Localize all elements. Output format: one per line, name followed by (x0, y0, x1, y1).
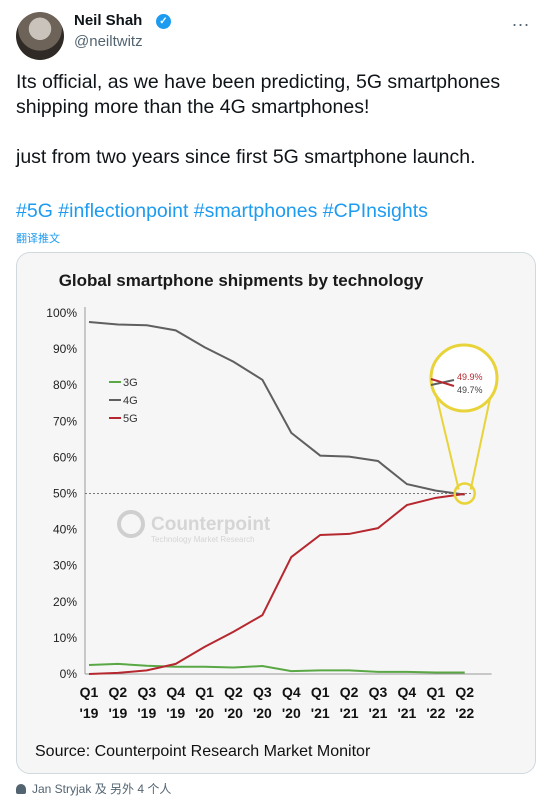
x-tick-year: '21 (369, 705, 388, 721)
x-tick-year: '22 (426, 705, 445, 721)
callout-5g-line (430, 378, 455, 387)
x-tick-year: '20 (253, 705, 272, 721)
x-tick-year: '19 (137, 705, 156, 721)
y-tick-label: 80% (53, 378, 77, 392)
hashtags[interactable]: #5G #inflectionpoint #smartphones #CPIns… (16, 200, 428, 222)
x-tick-quarter: Q2 (340, 684, 359, 700)
person-icon (16, 784, 26, 794)
x-tick-quarter: Q1 (195, 684, 214, 700)
x-tick-year: '20 (282, 705, 301, 721)
x-tick-year: '21 (311, 705, 330, 721)
x-tick-year: '20 (195, 705, 214, 721)
callout-connector-right (469, 393, 492, 490)
translate-tweet-link[interactable]: 翻译推文 (16, 233, 60, 245)
tagged-people[interactable]: Jan Stryjak 及 另外 4 个人 (16, 780, 171, 797)
x-tick-quarter: Q4 (282, 684, 301, 700)
author-name[interactable]: Neil Shah (74, 12, 143, 29)
x-tick-year: '19 (166, 705, 185, 721)
legend-label-4g: 4G (123, 395, 138, 407)
x-tick-quarter: Q2 (455, 684, 474, 700)
callout-5g-value: 49.9% (457, 372, 483, 382)
x-tick-year: '22 (455, 705, 474, 721)
author-handle[interactable]: @neiltwitz (74, 33, 143, 50)
watermark-text: Counterpoint (151, 514, 271, 535)
chart-source: Source: Counterpoint Research Market Mon… (35, 743, 371, 760)
series-line-5g (88, 492, 465, 675)
tagged-people-label: Jan Stryjak 及 另外 4 个人 (32, 782, 172, 796)
x-tick-quarter: Q4 (166, 684, 185, 700)
callout-connector-left (434, 389, 460, 490)
x-tick-year: '21 (397, 705, 416, 721)
callout-focus-ring (453, 482, 476, 505)
y-tick-label: 30% (53, 559, 77, 573)
callout-4g-value: 49.7% (457, 385, 483, 395)
x-tick-quarter: Q3 (253, 684, 272, 700)
tweet-line-1: Its official, as we have been predicting… (16, 71, 501, 118)
tweet-image[interactable]: Global smartphone shipments by technolog… (16, 252, 536, 774)
y-tick-label: 70% (53, 414, 77, 428)
series-line-4g (88, 321, 465, 496)
watermark-logo (117, 510, 145, 538)
y-tick-label: 60% (53, 450, 77, 464)
x-tick-quarter: Q3 (369, 684, 388, 700)
x-tick-year: '19 (108, 705, 127, 721)
x-tick-year: '21 (340, 705, 359, 721)
y-tick-label: 50% (53, 487, 77, 501)
avatar[interactable] (16, 12, 64, 60)
x-tick-year: '19 (80, 705, 99, 721)
y-tick-label: 40% (53, 523, 77, 537)
x-tick-quarter: Q3 (137, 684, 156, 700)
series-line-3g (88, 662, 465, 674)
x-tick-quarter: Q4 (398, 684, 417, 700)
verified-icon: ✓ (156, 14, 171, 29)
x-tick-quarter: Q1 (426, 684, 445, 700)
callout-magnifier (429, 343, 499, 413)
tweet-header: Neil Shah ✓ @neiltwitz ... (16, 10, 534, 60)
tweet-line-2: just from two years since first 5G smart… (16, 146, 476, 168)
legend-label-3g: 3G (123, 377, 138, 389)
tweet-body: Its official, as we have been predicting… (16, 70, 536, 170)
x-tick-quarter: Q2 (224, 684, 243, 700)
y-tick-label: 20% (53, 595, 77, 609)
x-tick-year: '20 (224, 705, 243, 721)
y-tick-label: 10% (53, 631, 77, 645)
x-tick-quarter: Q1 (311, 684, 330, 700)
chart-title: Global smartphone shipments by technolog… (58, 271, 424, 290)
watermark-subtext: Technology Market Research (151, 535, 255, 544)
x-tick-quarter: Q2 (109, 684, 128, 700)
legend-label-5g: 5G (123, 413, 138, 425)
y-tick-label: 0% (60, 667, 78, 681)
chart: 0% 10% 20% 30% 40% 50% 60% 70% 80% 90% 100% Counter… (46, 306, 499, 721)
y-tick-label: 100% (46, 306, 77, 320)
y-tick-label: 90% (53, 342, 77, 356)
more-options-icon[interactable]: ... (511, 10, 530, 30)
x-tick-quarter: Q1 (80, 684, 99, 700)
